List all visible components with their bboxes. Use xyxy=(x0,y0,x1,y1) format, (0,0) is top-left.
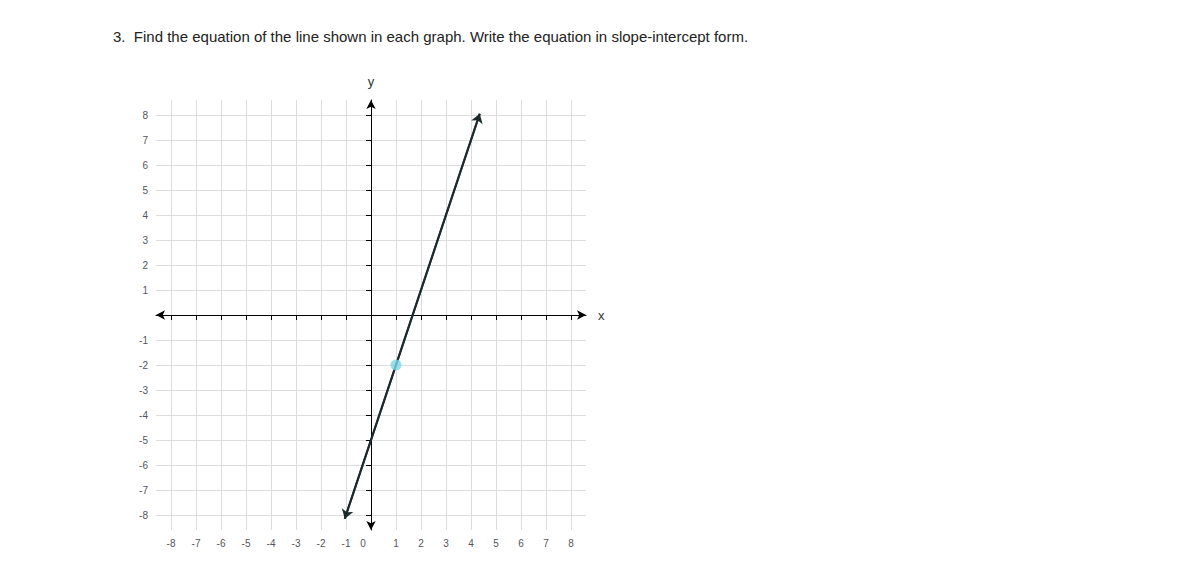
svg-text:1: 1 xyxy=(393,538,399,549)
svg-text:y: y xyxy=(368,74,375,89)
svg-text:6: 6 xyxy=(142,160,148,171)
svg-text:x: x xyxy=(598,308,605,323)
svg-text:-2: -2 xyxy=(139,360,148,371)
svg-text:0: 0 xyxy=(360,538,366,549)
svg-text:-3: -3 xyxy=(139,385,148,396)
svg-text:3: 3 xyxy=(443,538,449,549)
svg-text:4: 4 xyxy=(142,210,148,221)
svg-text:8: 8 xyxy=(568,538,574,549)
svg-text:-8: -8 xyxy=(167,538,176,549)
svg-text:-4: -4 xyxy=(139,410,148,421)
svg-text:-8: -8 xyxy=(139,510,148,521)
svg-text:-4: -4 xyxy=(267,538,276,549)
svg-text:-1: -1 xyxy=(342,538,351,549)
svg-text:-6: -6 xyxy=(217,538,226,549)
svg-text:-7: -7 xyxy=(139,485,148,496)
svg-text:-6: -6 xyxy=(139,460,148,471)
svg-text:8: 8 xyxy=(142,110,148,121)
svg-text:6: 6 xyxy=(518,538,524,549)
svg-text:-2: -2 xyxy=(317,538,326,549)
svg-text:4: 4 xyxy=(468,538,474,549)
svg-text:-5: -5 xyxy=(139,435,148,446)
svg-text:5: 5 xyxy=(142,185,148,196)
svg-text:2: 2 xyxy=(418,538,424,549)
svg-text:7: 7 xyxy=(543,538,549,549)
svg-text:1: 1 xyxy=(142,285,148,296)
svg-text:-7: -7 xyxy=(192,538,201,549)
svg-text:3: 3 xyxy=(142,235,148,246)
svg-text:7: 7 xyxy=(142,135,148,146)
svg-text:-3: -3 xyxy=(292,538,301,549)
svg-text:2: 2 xyxy=(142,260,148,271)
svg-text:-1: -1 xyxy=(139,335,148,346)
svg-text:5: 5 xyxy=(493,538,499,549)
svg-text:-5: -5 xyxy=(242,538,251,549)
svg-text:3. Find the equation of the l: 3. Find the equation of the line shown i… xyxy=(113,28,748,45)
